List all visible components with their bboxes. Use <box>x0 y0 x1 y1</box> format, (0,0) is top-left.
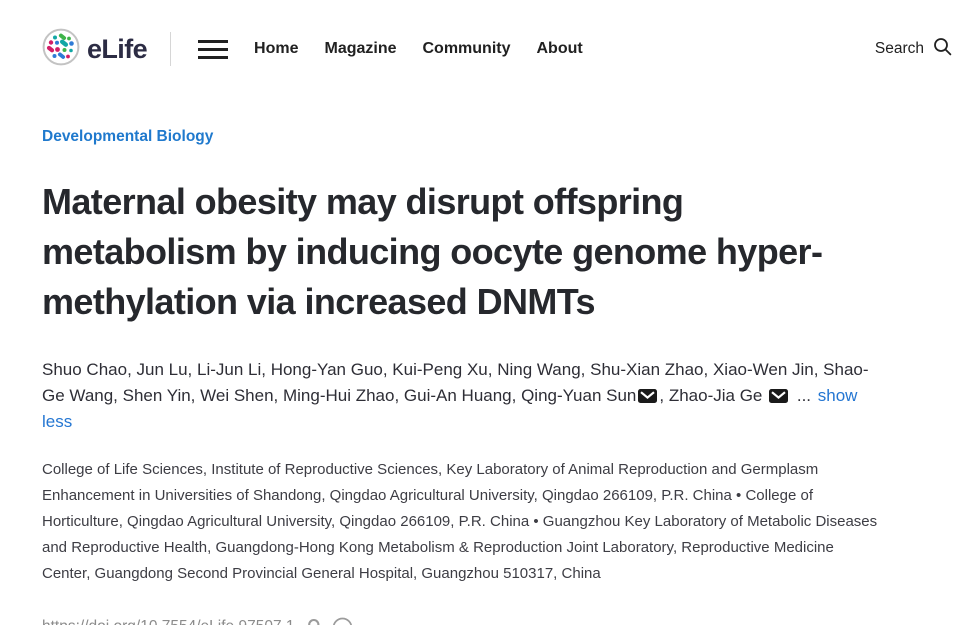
authors-text: Shuo Chao, Jun Lu, Li-Jun Li, Hong-Yan G… <box>42 360 869 405</box>
authors-ellipsis: ... <box>796 386 812 405</box>
main-nav: Home Magazine Community About <box>254 40 583 58</box>
show-less-link[interactable]: show less <box>42 386 858 431</box>
doi-row: https://doi.org/10.7554/eLife.97507.1 cc <box>42 616 885 625</box>
author-list: Shuo Chao, Jun Lu, Li-Jun Li, Hong-Yan G… <box>42 357 885 435</box>
email-icon[interactable] <box>638 389 658 406</box>
site-header: eLife Home Magazine Community About Sear… <box>0 0 960 72</box>
article-title: Maternal obesity may disrupt offspring m… <box>42 181 823 322</box>
search-icon <box>933 37 952 61</box>
authors-text-2: , Zhao-Jia Ge <box>659 386 763 405</box>
search-button[interactable]: Search <box>875 37 952 61</box>
cc-license-icon[interactable]: cc <box>332 617 353 625</box>
svg-text:cc: cc <box>337 623 348 625</box>
nav-item-home[interactable]: Home <box>254 40 299 57</box>
affiliations: College of Life Sciences, Institute of R… <box>42 461 878 582</box>
hamburger-icon <box>198 39 229 43</box>
doi-link[interactable]: https://doi.org/10.7554/eLife.97507.1 <box>42 618 295 625</box>
article-header: Developmental Biology Maternal obesity m… <box>0 72 885 625</box>
elife-logo-icon <box>42 28 80 71</box>
nav-item-community[interactable]: Community <box>422 40 511 57</box>
elife-logo-text: eLife <box>87 33 148 64</box>
subject-link[interactable]: Developmental Biology <box>42 128 214 145</box>
elife-logo-link[interactable]: eLife <box>42 28 148 71</box>
email-icon[interactable] <box>769 389 789 406</box>
header-divider <box>170 32 172 66</box>
menu-button[interactable] <box>198 39 229 59</box>
open-access-icon[interactable] <box>304 616 323 625</box>
nav-item-magazine[interactable]: Magazine <box>324 40 397 57</box>
search-label: Search <box>874 40 924 57</box>
nav-item-about[interactable]: About <box>536 40 583 57</box>
